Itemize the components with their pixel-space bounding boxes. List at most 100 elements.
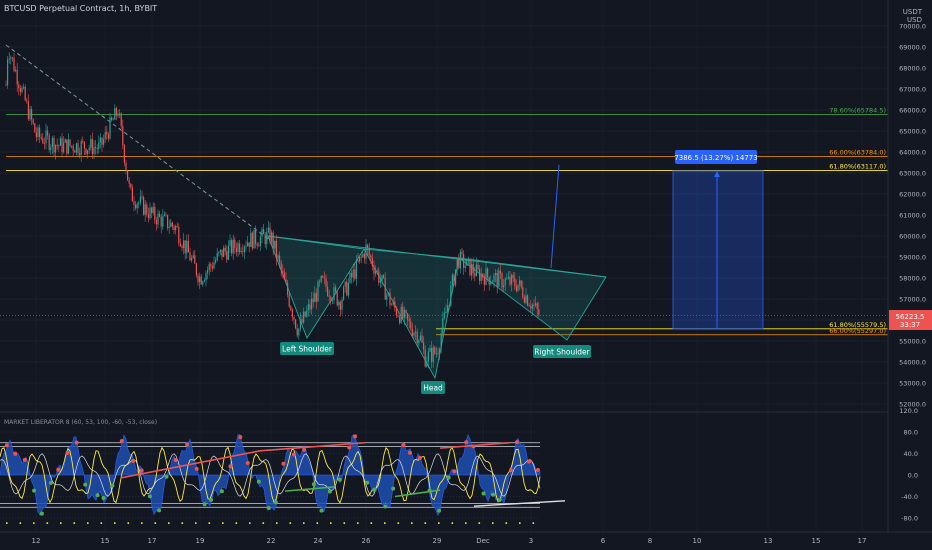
candle-body — [383, 275, 385, 279]
candle-body — [387, 292, 389, 295]
candle-body — [253, 229, 255, 249]
candle-body — [355, 259, 357, 279]
candle-body — [235, 248, 237, 253]
price-axis[interactable]: 70000.0 69000.0 68000.0 67000.0 66000.0 65000… — [899, 23, 926, 409]
candle-body — [159, 213, 161, 217]
candle-body — [506, 278, 508, 280]
candle-body — [296, 328, 298, 336]
oscillator-signal-dot — [383, 504, 388, 509]
candle-body — [179, 242, 181, 247]
candle-body — [359, 256, 361, 262]
candle-body — [171, 222, 173, 227]
oscillator-marker — [73, 522, 76, 524]
bearish-divergence-line — [121, 450, 261, 479]
candle-body — [330, 296, 332, 301]
candle-body — [341, 299, 343, 310]
oscillator-signal-dot — [535, 467, 540, 472]
candle-body — [379, 280, 381, 283]
price-tick-label: 67000.0 — [899, 86, 926, 94]
candle-body — [112, 119, 114, 121]
candle-body — [10, 57, 12, 59]
candle-body — [491, 281, 493, 283]
oscillator-signal-dot — [266, 506, 271, 511]
candle-body — [43, 143, 45, 144]
candle-body — [96, 148, 98, 150]
candle-body — [245, 246, 247, 247]
candle-body — [146, 204, 148, 215]
oscillator-signal-dot — [83, 482, 88, 487]
candle-body — [115, 108, 117, 116]
descending-trendline[interactable] — [5, 44, 271, 241]
candle-body — [107, 134, 109, 139]
oscillator-marker — [357, 522, 359, 524]
candle-body — [381, 275, 383, 281]
candle-body — [61, 138, 63, 153]
oscillator-signal-dot — [74, 440, 79, 445]
candle-body — [515, 286, 517, 291]
candle-body — [426, 361, 428, 367]
oscillator-signal-dot — [452, 469, 457, 474]
candlestick-series[interactable] — [5, 52, 540, 369]
oscillator-marker — [114, 522, 116, 524]
candle-body — [21, 87, 23, 92]
candle-body — [493, 275, 495, 282]
candle-body — [298, 328, 300, 336]
candle-body — [71, 145, 73, 147]
candle-body — [104, 132, 106, 140]
candle-body — [392, 301, 394, 305]
candle-body — [403, 310, 405, 318]
oscillator-signal-dot — [311, 482, 316, 487]
price-tick-label: 58000.0 — [899, 275, 926, 283]
candle-body — [447, 305, 449, 312]
time-tick-label: 6 — [601, 537, 606, 545]
candle-body — [186, 240, 188, 254]
oscillator-signal-dot — [238, 435, 243, 440]
candle-body — [279, 255, 281, 263]
current-price-badge — [889, 310, 932, 330]
candle-body — [27, 101, 29, 120]
time-axis[interactable]: 12 15 17 19 22 24 26 29 Dec 3 6 8 10 13 15 17 — [32, 537, 867, 545]
candle-body — [178, 227, 180, 243]
oscillator-signal-dot — [22, 457, 27, 462]
candle-body — [511, 275, 513, 285]
candle-body — [80, 141, 82, 155]
candle-body — [208, 264, 210, 271]
measure-label-bg — [675, 150, 757, 164]
oscillator-signal-dot — [173, 458, 178, 463]
oscillator-marker — [33, 522, 35, 524]
currency-label: USDT USD — [903, 8, 922, 24]
price-tick-label: 62000.0 — [899, 191, 926, 199]
candle-body — [83, 141, 85, 149]
time-tick-label: 24 — [314, 537, 323, 545]
oscillator-marker — [492, 522, 494, 524]
oscillator-signal-dot — [481, 491, 486, 496]
candle-body — [533, 304, 535, 306]
candle-body — [410, 321, 412, 330]
candle-body — [320, 275, 322, 282]
oscillator-signal-dot — [471, 444, 476, 449]
candle-body — [239, 243, 241, 252]
candle-body — [131, 187, 133, 202]
oscillator-marker — [276, 522, 278, 524]
time-tick-label: 15 — [812, 537, 821, 545]
oscillator-signal-dot — [327, 489, 332, 494]
price-range-measure-box[interactable] — [672, 170, 764, 330]
oscillator-signal-dot — [407, 450, 412, 455]
projection-arrow[interactable] — [550, 164, 560, 269]
candle-body — [234, 239, 236, 249]
candle-body — [162, 215, 164, 227]
oscillator-signal-dot — [281, 461, 286, 466]
oscillator-marker — [235, 522, 238, 524]
candle-body — [522, 287, 524, 298]
candle-body — [135, 204, 137, 209]
candle-body — [165, 214, 167, 216]
candle-body — [8, 58, 10, 60]
candle-body — [347, 282, 349, 296]
candle-body — [48, 135, 50, 150]
candle-body — [215, 260, 217, 263]
candle-body — [495, 272, 497, 276]
candle-body — [368, 248, 370, 256]
price-tick-label: 54000.0 — [899, 359, 926, 367]
candle-body — [389, 292, 391, 305]
